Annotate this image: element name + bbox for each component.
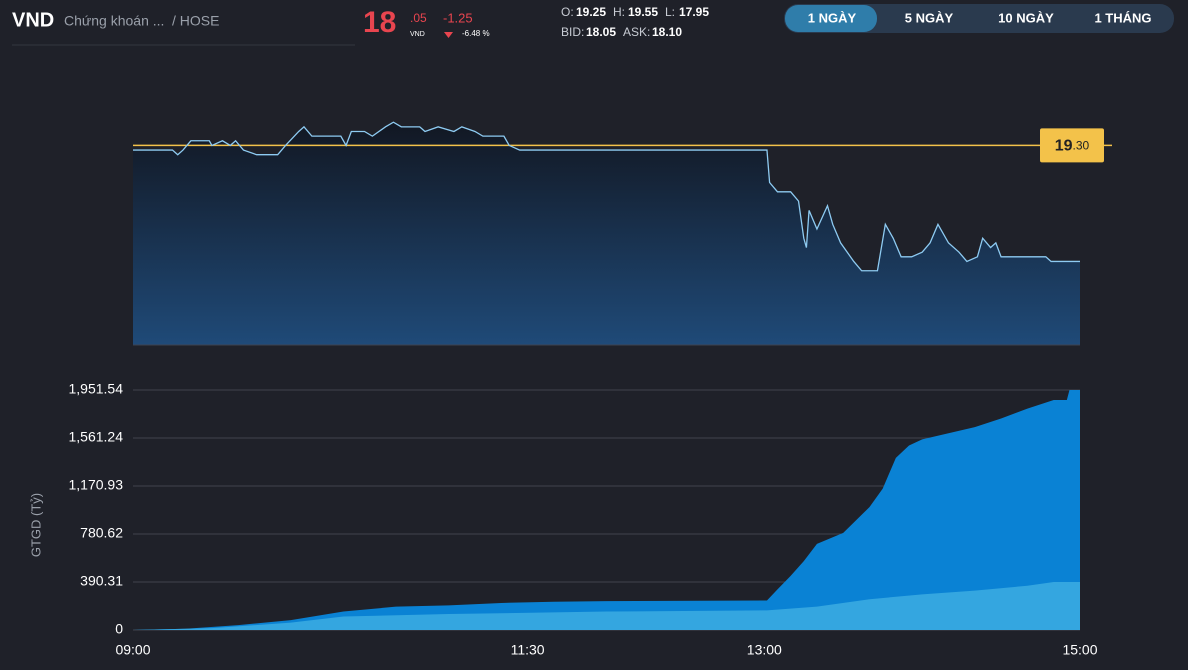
change-pct: -6.48 % <box>462 29 490 38</box>
price-line <box>133 121 1080 272</box>
ohlc-label: H: <box>613 5 625 19</box>
tab[interactable]: 1 THÁNG <box>1094 10 1151 25</box>
reference-label: 19.30 <box>1055 138 1090 155</box>
reference-label-dec: .30 <box>1073 139 1090 153</box>
tab[interactable]: 1 NGÀY <box>808 10 857 25</box>
down-arrow <box>444 32 453 38</box>
ohlc-value: 17.95 <box>679 5 709 19</box>
value-area <box>133 390 1080 630</box>
x-tick-label: 15:00 <box>1062 642 1097 658</box>
tab-bar <box>784 4 1174 33</box>
x-tick-label: 11:30 <box>511 642 545 658</box>
reference-label-int: 19 <box>1055 138 1073 155</box>
ohlc-label: O: <box>561 5 574 19</box>
change: -1.25 <box>443 10 473 25</box>
y-tick-label: 1,951.54 <box>69 381 124 397</box>
reference-label-box <box>1040 128 1104 163</box>
y-tick-label: 1,561.24 <box>69 429 124 445</box>
y-tick-label: 1,170.93 <box>69 477 124 493</box>
x-tick-label: 09:00 <box>115 642 150 658</box>
y-tick-label: 780.62 <box>80 525 123 541</box>
tab[interactable]: 5 NGÀY <box>905 10 954 25</box>
y-axis-title: GTGD (Tỷ) <box>28 493 43 557</box>
tab-active <box>785 5 877 32</box>
currency: VND <box>410 31 425 38</box>
exchange: / HOSE <box>172 13 219 29</box>
y-tick-label: 390.31 <box>80 573 123 589</box>
ohlc-label: L: <box>665 5 675 19</box>
value-area <box>133 582 1080 630</box>
symbol: VND <box>12 9 54 31</box>
quote-label: BID: <box>561 25 584 39</box>
quote-value: 18.05 <box>586 25 616 39</box>
ohlc-value: 19.25 <box>576 5 606 19</box>
price-dec: .05 <box>410 11 427 25</box>
quote-value: 18.10 <box>652 25 682 39</box>
x-tick-label: 13:00 <box>747 642 782 658</box>
price-int: 18 <box>363 6 396 39</box>
tab[interactable]: 10 NGÀY <box>998 10 1054 25</box>
price-area-fill <box>133 122 1080 345</box>
company: Chứng khoán ... <box>64 13 164 29</box>
ohlc-value: 19.55 <box>628 5 658 19</box>
y-tick-label: 0 <box>115 621 123 637</box>
quote-label: ASK: <box>623 25 650 39</box>
